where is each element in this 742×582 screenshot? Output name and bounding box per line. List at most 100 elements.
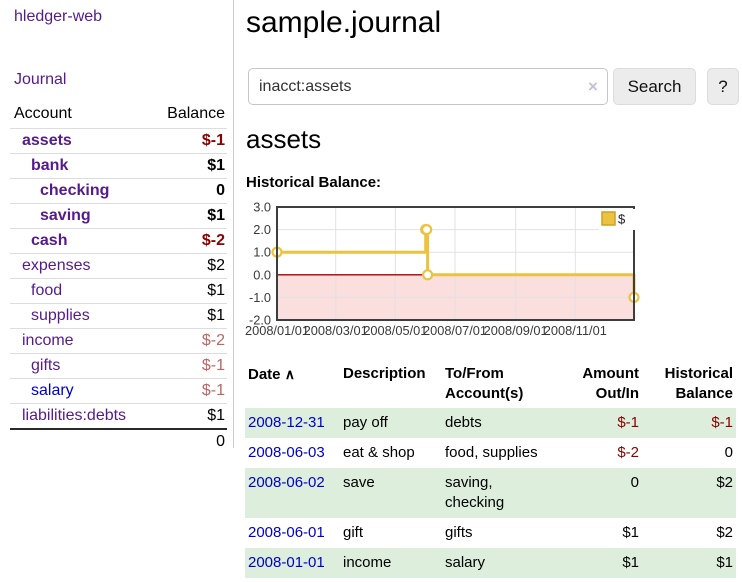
transaction-description: gift	[343, 524, 364, 541]
transaction-date-cell: 2008-06-03	[245, 438, 340, 468]
transaction-date-link[interactable]: 2008-06-02	[248, 474, 325, 491]
transaction-amount: $-1	[617, 414, 639, 431]
account-link[interactable]: liabilities:debts	[22, 407, 127, 424]
clear-search-icon[interactable]: ×	[588, 77, 598, 96]
account-balance: $-2	[201, 332, 225, 349]
account-link[interactable]: bank	[31, 157, 69, 174]
date-column-header[interactable]: Date ∧	[245, 360, 340, 408]
account-link[interactable]: salary	[31, 382, 74, 399]
account-link[interactable]: checking	[40, 182, 110, 199]
chart-title: Historical Balance:	[246, 174, 382, 191]
transaction-date-link[interactable]: 2008-06-03	[248, 444, 325, 461]
transaction-accounts: food, supplies	[445, 444, 538, 461]
account-row: bank $1	[10, 153, 227, 179]
account-name-cell: supplies	[10, 304, 151, 329]
y-axis-tick-label: 3.0	[253, 200, 271, 215]
transaction-row: 2008-06-03 eat & shop food, supplies $-2 0	[245, 438, 736, 468]
account-link[interactable]: cash	[31, 232, 68, 249]
account-row: salary $-1	[10, 378, 227, 404]
account-name-cell: expenses	[10, 254, 151, 279]
amount-header-line2: Out/In	[595, 385, 639, 402]
account-balance: $-1	[201, 382, 225, 399]
account-link[interactable]: gifts	[31, 357, 61, 374]
app-title-link[interactable]: hledger-web	[14, 8, 103, 25]
transaction-balance: $2	[716, 524, 733, 541]
account-row: assets $-1	[10, 128, 227, 154]
x-axis-tick-label: 2008/03/01	[304, 323, 368, 338]
transaction-amount: 0	[630, 474, 639, 491]
account-balance: $1	[207, 407, 225, 424]
transaction-accounts: saving, checking	[445, 474, 505, 511]
account-row: cash $-2	[10, 228, 227, 254]
plot-border	[276, 206, 635, 321]
account-link[interactable]: expenses	[22, 257, 91, 274]
y-axis-tick-label: 0.0	[253, 267, 271, 282]
account-column-header: Account	[14, 105, 72, 122]
account-link[interactable]: supplies	[31, 307, 90, 324]
amount-header-line1: Amount	[582, 365, 639, 382]
transaction-amount: $1	[622, 554, 639, 571]
account-name-cell: assets	[10, 129, 151, 154]
x-axis-tick-label: 2008/05/01	[363, 323, 427, 338]
account-name-cell: liabilities:debts	[10, 404, 151, 430]
account-link[interactable]: food	[31, 282, 63, 299]
account-row: gifts $-1	[10, 353, 227, 379]
transaction-accounts: salary	[445, 554, 486, 571]
y-axis-tick-label: -1.0	[249, 290, 271, 305]
account-name-cell: food	[10, 279, 151, 304]
account-row: supplies $1	[10, 303, 227, 329]
accounts-table: Account Balance assets $-1 bank $1 checking 0…	[10, 102, 227, 454]
y-axis-tick-label: 1.0	[253, 245, 271, 260]
account-name-cell: bank	[10, 154, 151, 179]
transaction-date-cell: 2008-12-31	[245, 408, 340, 438]
total-spacer	[10, 429, 151, 454]
accounts-total-row: 0	[10, 429, 227, 454]
account-row: expenses $2	[10, 253, 227, 279]
account-balance: $-1	[201, 357, 225, 374]
account-row: food $1	[10, 278, 227, 304]
transaction-row: 2008-06-01 gift gifts $1 $2	[245, 518, 736, 548]
account-name-cell: salary	[10, 379, 151, 404]
transaction-amount: $-2	[617, 444, 639, 461]
account-balance: $1	[207, 282, 225, 299]
legend-label: $	[618, 212, 626, 227]
transaction-description: pay off	[343, 414, 388, 431]
transaction-date-cell: 2008-01-01	[245, 548, 340, 578]
accounts-header-row: Account Balance	[10, 102, 227, 129]
transaction-date-link[interactable]: 2008-01-01	[248, 554, 325, 571]
account-balance: $-1	[201, 132, 225, 149]
transaction-date-link[interactable]: 2008-12-31	[248, 414, 325, 431]
account-row: liabilities:debts $1	[10, 403, 227, 430]
transaction-accounts: gifts	[445, 524, 473, 541]
account-link[interactable]: income	[22, 332, 74, 349]
account-balance: $1	[207, 307, 225, 324]
balance-header-line1: Historical	[664, 365, 733, 382]
balance-header-line2: Balance	[675, 385, 733, 402]
search-input[interactable]	[248, 68, 608, 105]
search-button[interactable]: Search	[613, 68, 696, 105]
account-balance: $2	[207, 257, 225, 274]
description-column-header: Description	[343, 365, 426, 382]
amount-column-header: Amount Out/In	[552, 360, 642, 408]
account-row: checking 0	[10, 178, 227, 204]
transaction-balance: $-1	[711, 414, 733, 431]
account-link[interactable]: saving	[40, 207, 91, 224]
page-title: sample.journal	[246, 6, 442, 39]
transaction-balance: 0	[724, 444, 733, 461]
sidebar-item-journal[interactable]: Journal	[14, 71, 67, 88]
transaction-date-link[interactable]: 2008-06-01	[248, 524, 325, 541]
transaction-date-cell: 2008-06-01	[245, 518, 340, 548]
sort-ascending-icon: ∧	[284, 366, 295, 382]
y-axis-tick-label: 2.0	[253, 222, 271, 237]
accounts-header-line1: To/From	[445, 365, 504, 382]
account-row: income $-2	[10, 328, 227, 354]
balance-column-header: Balance	[167, 105, 225, 122]
transaction-row: 2008-12-31 pay off debts $-1 $-1	[245, 408, 736, 438]
help-button[interactable]: ?	[707, 68, 739, 105]
x-axis-tick-label: 2008/09/01	[484, 323, 548, 338]
y-axis-tick-label: -2.0	[249, 313, 271, 328]
legend-swatch	[601, 211, 616, 226]
transaction-description: income	[343, 554, 392, 571]
accounts-header-line2: Account(s)	[445, 385, 524, 402]
account-link[interactable]: assets	[22, 132, 72, 149]
